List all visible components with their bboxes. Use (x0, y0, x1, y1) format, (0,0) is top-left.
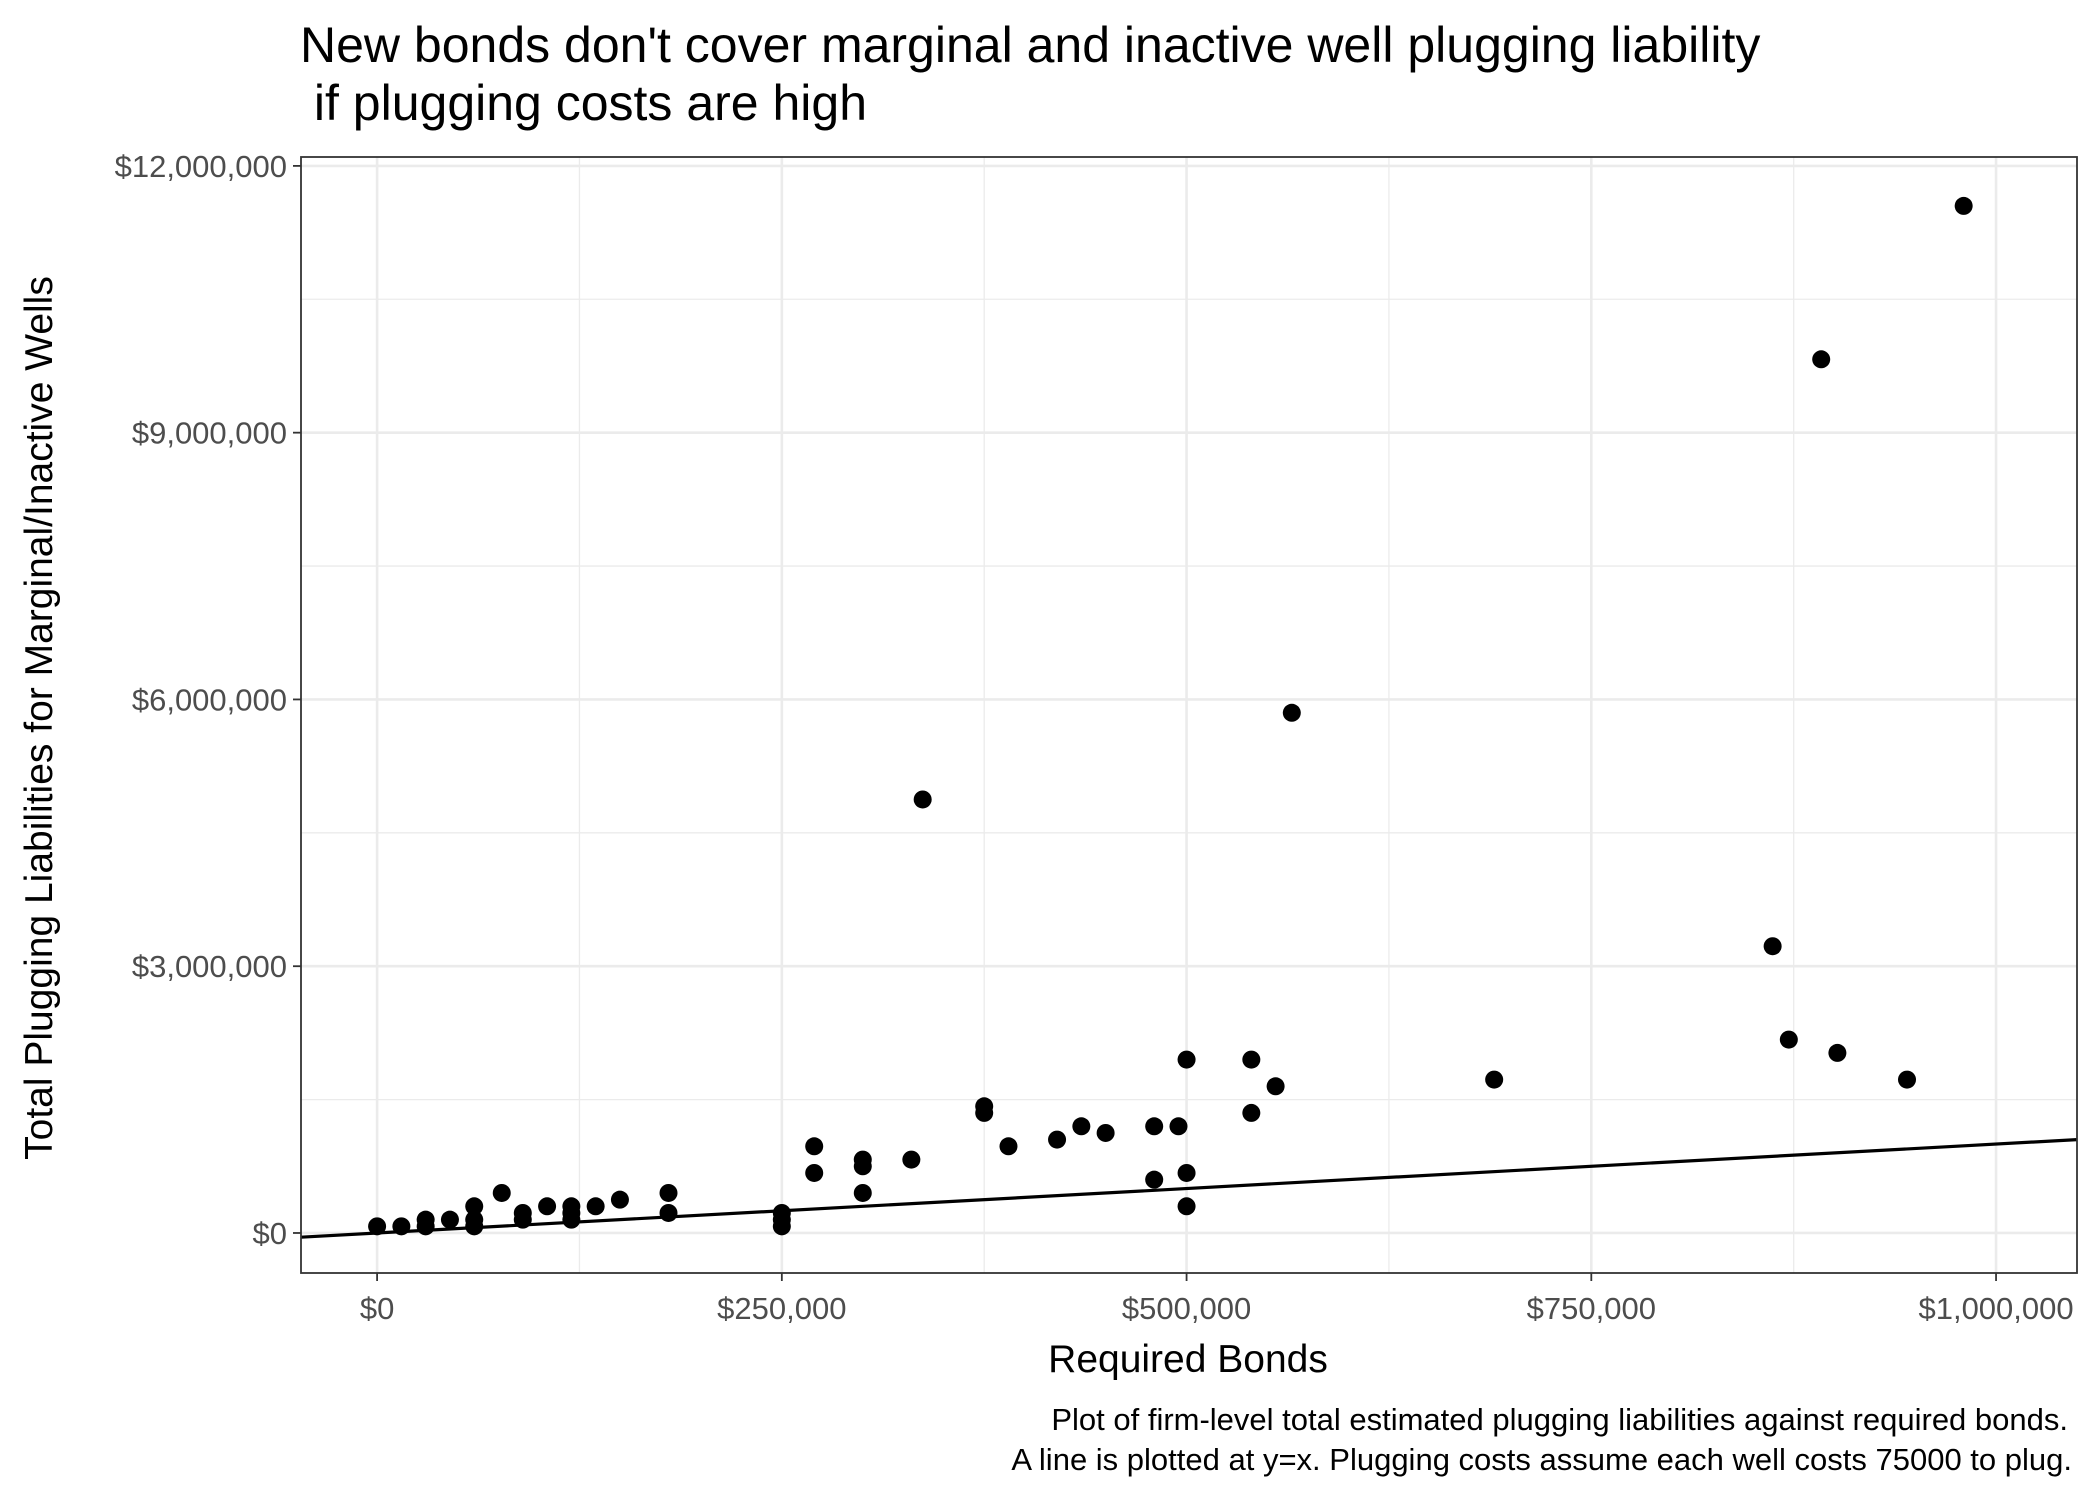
data-point (659, 1203, 678, 1222)
data-point (999, 1137, 1018, 1156)
data-point (853, 1150, 872, 1169)
x-tick-label: $1,000,000 (1918, 1291, 2073, 1326)
data-point (1242, 1103, 1261, 1122)
data-point (1145, 1170, 1164, 1189)
y-axis-title: Total Plugging Liabilities for Marginal/… (18, 276, 61, 1160)
x-axis-title: Required Bonds (1048, 1338, 1328, 1381)
chart-title-line-2: if plugging costs are high (300, 75, 867, 131)
data-point (538, 1197, 557, 1216)
data-point (368, 1217, 387, 1236)
data-point (1485, 1070, 1504, 1089)
data-points (368, 196, 1973, 1236)
data-point (902, 1150, 921, 1169)
data-point (1242, 1050, 1261, 1069)
data-point (465, 1210, 484, 1229)
x-tick-label: $750,000 (1527, 1291, 1656, 1326)
y-tick-label: $0 (253, 1216, 287, 1251)
data-point (1177, 1050, 1196, 1069)
y-tick-label: $12,000,000 (115, 149, 287, 184)
data-point (1828, 1043, 1847, 1062)
data-point (1779, 1030, 1798, 1049)
data-point (1763, 937, 1782, 956)
data-point (1266, 1077, 1285, 1096)
data-point (805, 1163, 824, 1182)
data-point (913, 790, 932, 809)
data-point (1072, 1117, 1091, 1136)
data-point (1145, 1117, 1164, 1136)
data-point (659, 1183, 678, 1202)
caption-line-2: A line is plotted at y=x. Plugging costs… (1011, 1442, 2072, 1477)
reference-line-y-equals-x (300, 1138, 2078, 1239)
minor-gridlines (301, 157, 2077, 1273)
data-point (416, 1210, 435, 1229)
data-point (1812, 350, 1831, 369)
y-axis: $0 $3,000,000 $6,000,000 $9,000,000 $12,000,… (115, 149, 301, 1251)
data-point (1177, 1197, 1196, 1216)
chart-title-line-1: New bonds don't cover marginal and inact… (300, 17, 1760, 73)
plot-panel-border (300, 156, 2078, 1274)
y-tick-label: $9,000,000 (132, 416, 287, 451)
data-point (513, 1203, 532, 1222)
y-tick-label: $3,000,000 (132, 949, 287, 984)
data-point (465, 1197, 484, 1216)
data-point (1169, 1117, 1188, 1136)
data-point (1898, 1070, 1917, 1089)
caption-line-1: Plot of firm-level total estimated plugg… (1051, 1402, 2068, 1437)
data-point (562, 1197, 581, 1216)
data-point (440, 1210, 459, 1229)
x-tick-label: $250,000 (717, 1291, 846, 1326)
x-tick-label: $0 (360, 1291, 394, 1326)
data-point (1954, 196, 1973, 215)
data-point (492, 1183, 511, 1202)
data-point (1096, 1123, 1115, 1142)
data-point (610, 1190, 629, 1209)
major-gridlines (301, 157, 2077, 1273)
data-point (586, 1197, 605, 1216)
y-tick-label: $6,000,000 (132, 682, 287, 717)
data-point (1048, 1130, 1067, 1149)
x-tick-label: $500,000 (1122, 1291, 1251, 1326)
data-point (1282, 703, 1301, 722)
data-point (853, 1183, 872, 1202)
data-point (805, 1137, 824, 1156)
x-axis: $0 $250,000 $500,000 $750,000 $1,000,000 (360, 1273, 2074, 1326)
data-point (975, 1097, 994, 1116)
data-point (392, 1217, 411, 1236)
data-point (772, 1203, 791, 1222)
data-point (1177, 1163, 1196, 1182)
